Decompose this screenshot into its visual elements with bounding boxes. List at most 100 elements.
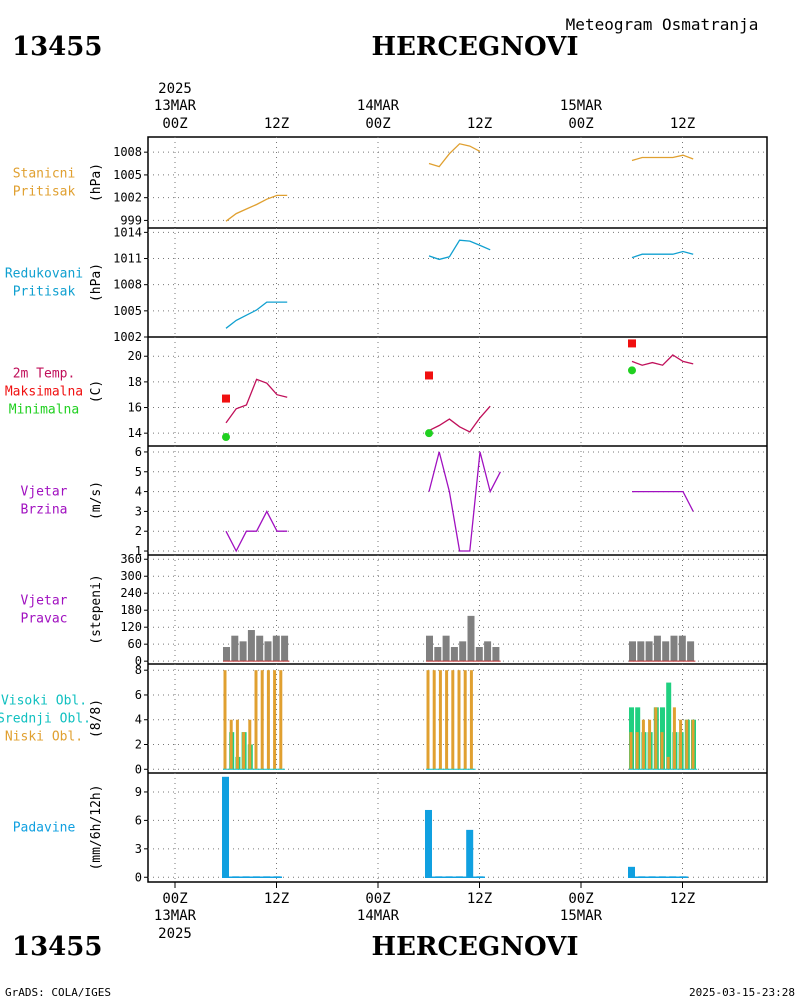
wind-direction-bar [645,641,653,662]
time-tick-label-top: 12Z [467,116,492,132]
y-axis-label: (m/s) [89,481,104,520]
max-temp-marker [222,394,230,403]
wind-direction-bar [467,615,475,662]
y-axis-label: (mm/6h/12h) [89,784,104,870]
precip-bar [466,829,474,878]
footer-credit: GrADS: COLA/IGES [5,986,111,999]
time-tick-label-bottom: 12Z [467,891,492,907]
time-tick-label-bottom: 00Z [568,891,593,907]
y-tick-label: 120 [120,620,142,634]
y-tick-label: 1005 [113,304,142,318]
y-tick-label: 180 [120,603,142,617]
mid-cloud-bar [666,682,672,770]
y-tick-label: 1008 [113,145,142,159]
low-cloud-bar [666,756,670,770]
y-tick-label: 20 [128,349,142,363]
low-cloud-bar [463,670,467,770]
panel-label: Srednji Obl. [0,712,91,727]
wind-direction-bar [223,647,230,662]
low-cloud-bar [641,719,645,770]
data-line [225,301,288,329]
data-line [225,509,288,553]
wind-direction-bar [459,641,467,662]
wind-direction-bar [442,635,450,662]
panel-label: Visoki Obl. [1,694,87,709]
time-tick-label-bottom: 12Z [264,891,289,907]
day-label-top: 13MAR [154,98,197,114]
data-line [225,194,288,222]
chart-subtitle: Meteogram Osmatranja [566,15,759,34]
wind-direction-bar [264,641,272,662]
precip-bar [222,776,229,878]
y-axis-label: (stepeni) [89,574,104,644]
low-cloud-bar [629,732,633,770]
low-cloud-bar [469,670,473,770]
station-name-bottom: HERCEGNOVI [372,932,579,962]
wind-direction-bar [653,635,661,662]
panel-label: Brzina [21,503,68,518]
year-label-top: 2025 [158,81,192,97]
y-tick-label: 1 [135,544,142,558]
time-tick-label-top: 12Z [670,116,695,132]
station-id-top: 13455 [12,32,102,62]
day-label-bottom: 14MAR [357,908,400,924]
low-cloud-bar [685,719,689,770]
low-cloud-bar [235,719,239,770]
y-tick-label: 14 [128,426,142,440]
wind-direction-bar [687,641,695,662]
time-tick-label-top: 00Z [162,116,187,132]
panel-label: Pritisak [13,285,76,300]
station-name-top: HERCEGNOVI [372,32,579,62]
wind-direction-bar [637,641,645,662]
wind-direction-bar [247,630,255,662]
y-tick-label: 360 [120,552,142,566]
panel-label: Padavine [13,821,76,836]
low-cloud-bar [273,670,277,770]
panel-label: Minimalna [9,403,79,418]
chart-frame [147,136,768,883]
low-cloud-bar [654,707,658,770]
y-tick-label: 5 [135,465,142,479]
wind-direction-bar [670,635,678,662]
low-cloud-bar [457,670,461,770]
y-tick-label: 60 [128,637,142,651]
y-axis-label: (C) [89,380,104,403]
low-cloud-bar [223,670,227,770]
y-tick-label: 3 [135,842,142,856]
low-cloud-bar [691,719,695,770]
y-tick-label: 4 [135,713,142,727]
day-label-top: 14MAR [357,98,400,114]
y-tick-label: 6 [135,445,142,459]
panel-label: Niski Obl. [5,730,83,745]
day-label-top: 15MAR [560,98,603,114]
data-line [428,239,491,261]
y-axis-label: (hPa) [89,263,104,302]
data-line [428,405,491,433]
wind-direction-bar [662,641,670,662]
year-label-bottom: 2025 [158,926,192,942]
max-temp-marker [628,339,636,348]
y-tick-label: 3 [135,504,142,518]
y-tick-label: 1008 [113,278,142,292]
low-cloud-bar [254,670,258,770]
y-tick-label: 0 [135,654,142,668]
data-line [631,154,694,162]
wind-direction-bar [492,647,500,662]
panel-label: Stanicni [13,167,76,182]
time-tick-label-top: 12Z [264,116,289,132]
y-tick-label: 1002 [113,330,142,344]
day-label-bottom: 13MAR [154,908,197,924]
precip-bar [628,866,635,878]
y-tick-label: 16 [128,401,142,415]
y-tick-label: 999 [120,213,142,227]
low-cloud-bar [242,732,246,770]
panel-label: Redukovani [5,267,83,282]
low-cloud-bar [266,670,270,770]
wind-direction-bar [434,647,442,662]
y-tick-label: 1002 [113,191,142,205]
y-axis-label: (hPa) [89,163,104,202]
y-tick-label: 1014 [113,225,142,239]
panel-label: Maksimalna [5,385,83,400]
data-line [225,378,288,424]
